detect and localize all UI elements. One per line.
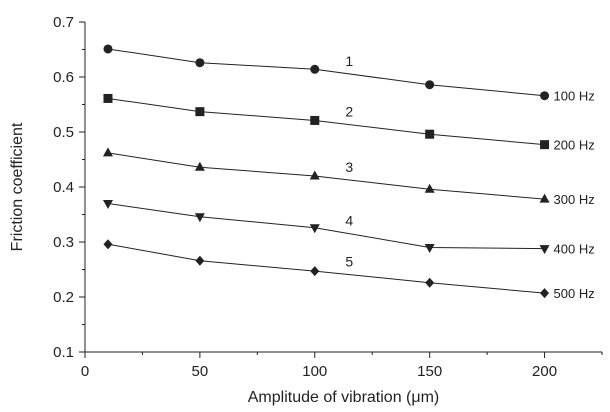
- y-axis-label: Friction coefficient: [9, 122, 26, 251]
- series-line: [107, 152, 545, 200]
- series-number-label: 1: [345, 53, 353, 69]
- point-circle: [540, 91, 550, 101]
- point-diamond: [425, 277, 435, 288]
- point-triangle-up: [539, 193, 550, 203]
- point-square: [195, 107, 205, 117]
- x-axis-label: Amplitude of vibration (μm): [248, 389, 440, 406]
- point-triangle-down: [309, 224, 320, 234]
- series-layer: 1 100 Hz 2 200 Hz 3 300 Hz 4 400 Hz 5 500 Hz: [102, 44, 595, 301]
- point-diamond: [195, 255, 205, 266]
- series-number-label: 5: [345, 254, 353, 270]
- point-triangle-down: [102, 200, 113, 209]
- series: 5 500 Hz: [103, 239, 595, 301]
- point-square: [310, 115, 320, 125]
- y-tick-label: 0.6: [53, 69, 74, 86]
- point-diamond: [310, 266, 320, 277]
- point-circle: [103, 44, 113, 54]
- series: 2 200 Hz: [103, 93, 595, 153]
- series-line: [107, 203, 545, 250]
- ticks: 0.1 0.2 0.3 0.4 0.5 0.6 0.7 0 50 100 150 200: [53, 14, 603, 380]
- point-triangle-up: [424, 183, 435, 193]
- point-circle: [195, 58, 205, 68]
- series: 4 400 Hz: [102, 200, 595, 257]
- x-tick-label: 100: [302, 363, 327, 380]
- series-number-label: 2: [345, 104, 353, 120]
- series-number-label: 3: [345, 159, 353, 175]
- point-circle: [310, 64, 320, 74]
- y-tick-label: 0.1: [53, 344, 74, 361]
- series-frequency-label: 400 Hz: [554, 242, 595, 257]
- point-diamond: [540, 288, 550, 299]
- point-circle: [425, 80, 435, 90]
- point-triangle-up: [194, 161, 205, 171]
- series-line: [107, 48, 545, 97]
- point-triangle-up: [102, 147, 113, 157]
- point-square: [425, 129, 435, 139]
- point-triangle-up: [309, 170, 320, 180]
- series-number-label: 4: [345, 213, 353, 229]
- y-tick-label: 0.7: [53, 14, 74, 31]
- point-square: [540, 140, 550, 150]
- series: 3 300 Hz: [102, 147, 595, 207]
- y-tick-label: 0.2: [53, 289, 74, 306]
- point-diamond: [103, 239, 113, 250]
- series-frequency-label: 100 Hz: [554, 89, 595, 104]
- x-tick-label: 150: [417, 363, 442, 380]
- y-tick-label: 0.3: [53, 234, 74, 251]
- series-line: [107, 243, 545, 294]
- x-tick-label: 0: [81, 363, 89, 380]
- series-frequency-label: 500 Hz: [554, 286, 595, 301]
- series-frequency-label: 200 Hz: [554, 138, 595, 153]
- x-tick-label: 200: [532, 363, 557, 380]
- series-frequency-label: 300 Hz: [554, 192, 595, 207]
- point-triangle-down: [539, 245, 550, 255]
- point-triangle-down: [424, 244, 435, 253]
- x-tick-label: 50: [192, 363, 209, 380]
- y-tick-label: 0.4: [53, 179, 74, 196]
- point-triangle-down: [194, 213, 205, 223]
- y-tick-label: 0.5: [53, 124, 74, 141]
- series: 1 100 Hz: [103, 44, 595, 104]
- point-square: [103, 93, 113, 103]
- series-line: [107, 97, 545, 146]
- axes: [84, 22, 602, 353]
